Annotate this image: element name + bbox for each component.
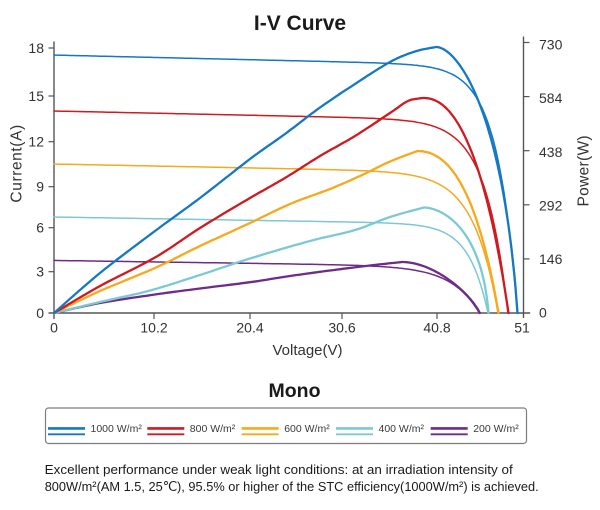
svg-text:438: 438 bbox=[539, 144, 563, 160]
svg-text:20.4: 20.4 bbox=[236, 320, 263, 336]
svg-text:I-V Curve: I-V Curve bbox=[254, 12, 346, 35]
svg-text:Mono: Mono bbox=[269, 380, 321, 402]
svg-text:800 W/m²: 800 W/m² bbox=[190, 423, 236, 435]
svg-text:200 W/m²: 200 W/m² bbox=[473, 423, 519, 435]
svg-text:1000 W/m²: 1000 W/m² bbox=[91, 423, 143, 435]
svg-text:30.6: 30.6 bbox=[328, 320, 355, 336]
svg-text:800W/m²(AM 1.5, 25℃), 95.5% or: 800W/m²(AM 1.5, 25℃), 95.5% or higher of… bbox=[45, 479, 539, 494]
svg-text:18: 18 bbox=[28, 40, 44, 56]
svg-text:6: 6 bbox=[36, 220, 44, 236]
svg-text:Voltage(V): Voltage(V) bbox=[272, 342, 342, 359]
svg-text:0: 0 bbox=[36, 305, 44, 321]
svg-text:400 W/m²: 400 W/m² bbox=[379, 423, 425, 435]
svg-text:0: 0 bbox=[50, 320, 58, 336]
svg-text:12: 12 bbox=[28, 134, 44, 150]
svg-text:3: 3 bbox=[36, 264, 44, 280]
svg-text:730: 730 bbox=[539, 36, 563, 52]
svg-text:600 W/m²: 600 W/m² bbox=[284, 423, 330, 435]
svg-text:146: 146 bbox=[539, 251, 563, 267]
svg-text:Current(A): Current(A) bbox=[9, 124, 26, 202]
svg-text:15: 15 bbox=[28, 88, 44, 104]
svg-text:Power(W): Power(W) bbox=[576, 135, 593, 206]
svg-text:9: 9 bbox=[36, 179, 44, 195]
svg-text:10.2: 10.2 bbox=[140, 320, 167, 336]
svg-text:51: 51 bbox=[514, 320, 530, 336]
svg-text:584: 584 bbox=[539, 90, 563, 106]
svg-text:40.8: 40.8 bbox=[423, 320, 450, 336]
svg-text:0: 0 bbox=[539, 305, 547, 321]
svg-text:292: 292 bbox=[539, 198, 563, 214]
svg-text:Excellent performance under we: Excellent performance under weak light c… bbox=[45, 462, 513, 477]
